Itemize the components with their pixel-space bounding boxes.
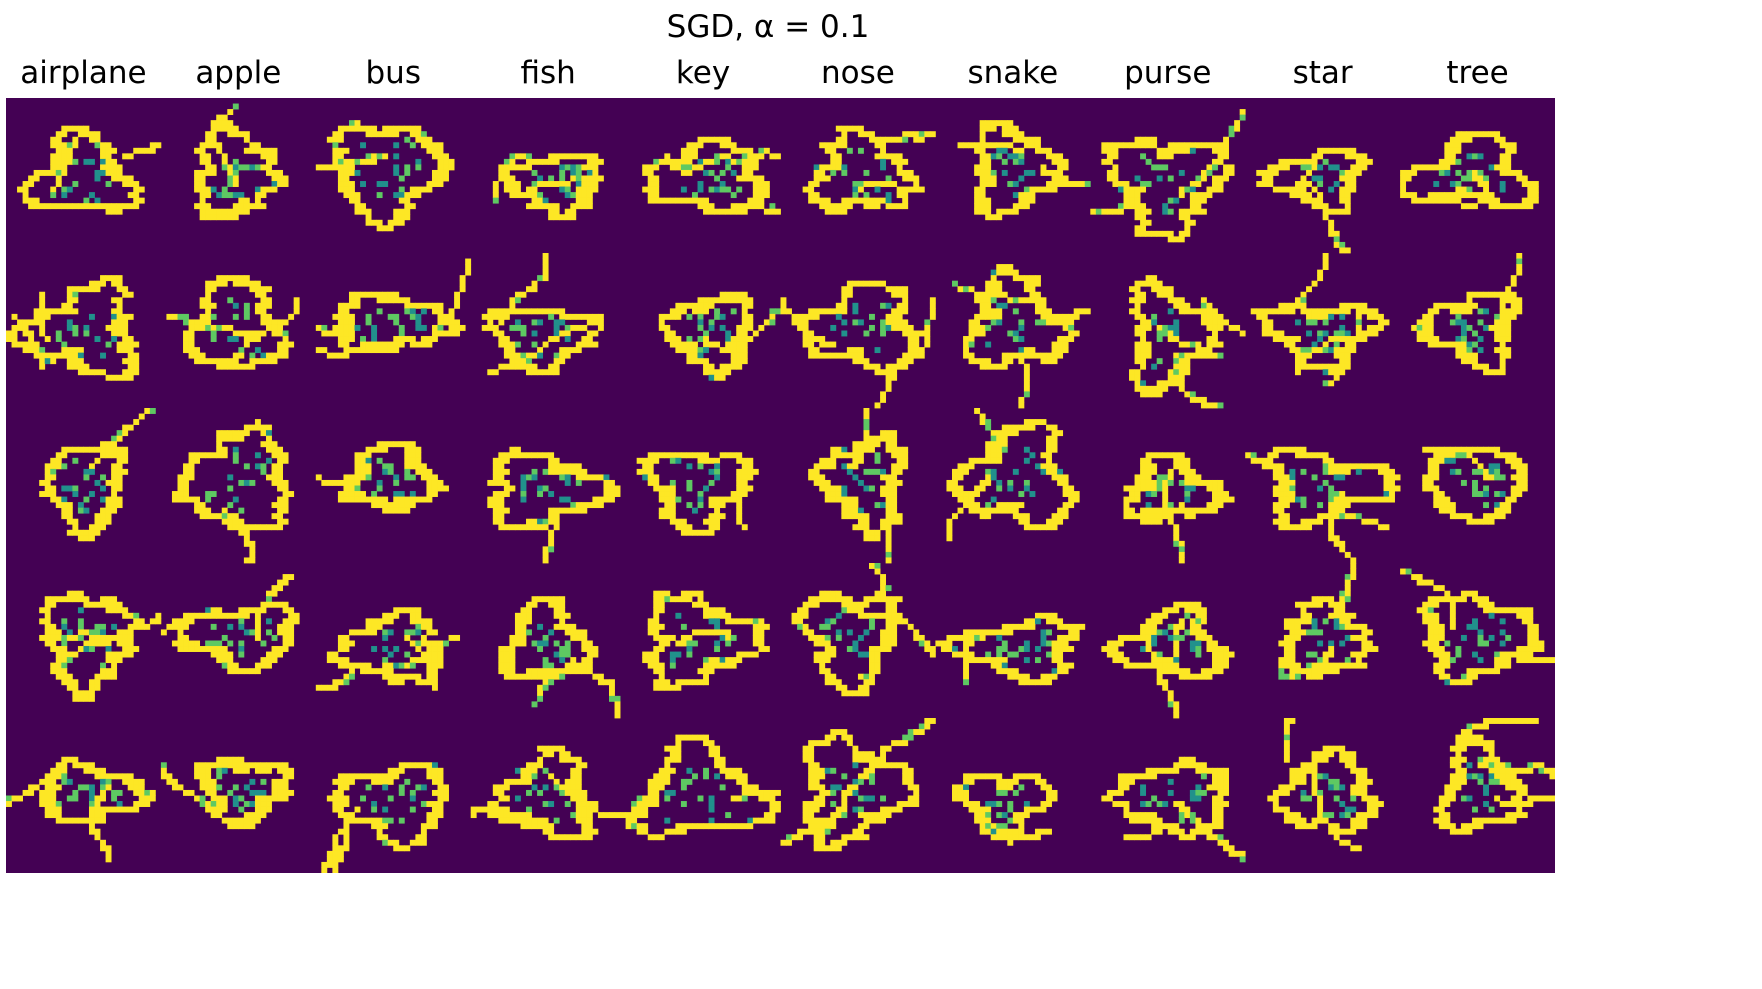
grid-background [6,98,1555,873]
sample-nose-2 [780,280,936,409]
sample-snake-4 [935,612,1086,686]
sample-apple-1 [194,103,289,221]
sample-tree-1 [1400,131,1539,210]
class-label-airplane: airplane [20,55,147,91]
sample-nose-4 [791,563,936,697]
sample-bus-4 [315,607,461,691]
sample-tree-2 [1411,253,1523,376]
sample-apple-5 [160,756,295,830]
sample-bus-3 [315,441,449,514]
generated-sample-grid [6,98,1555,873]
class-label-apple: apple [195,55,282,91]
class-label-snake: snake [967,55,1059,91]
class-label-key: key [675,55,731,91]
sample-nose-1 [802,125,936,215]
class-label-nose: nose [821,55,895,91]
class-label-fish: fish [520,55,576,91]
sample-apple-4 [160,574,300,675]
sample-star-2 [1250,253,1390,387]
class-label-bus: bus [365,55,421,91]
class-label-tree: tree [1446,55,1509,91]
sample-tree-5 [1433,718,1555,835]
sample-airplane-2 [6,275,140,381]
sample-purse-2 [1129,275,1246,409]
sample-airplane-4 [39,590,162,702]
class-label-star: star [1292,55,1353,91]
sample-key-3 [636,452,759,536]
sample-snake-5 [952,773,1058,846]
sample-star-5 [1267,718,1384,852]
sample-star-3 [1245,446,1401,564]
sample-nose-5 [780,718,936,852]
class-label-row: airplane apple bus fish key nose snake purse sta… [6,54,1555,96]
sample-purse-3 [1123,452,1235,564]
sample-key-4 [642,590,770,691]
sample-key-5 [625,734,781,841]
sample-snake-3 [946,408,1080,542]
sample-apple-3 [171,419,295,564]
sample-star-4 [1278,563,1379,680]
sample-star-1 [1256,147,1373,254]
sample-tree-4 [1400,568,1555,686]
sample-bus-5 [321,762,449,873]
sample-key-2 [658,291,781,381]
sample-bus-2 [315,258,472,359]
sample-snake-2 [952,264,1091,409]
sample-airplane-3 [39,408,156,542]
class-label-purse: purse [1124,55,1212,91]
sample-fish-5 [470,745,626,841]
sample-snake-1 [957,120,1091,221]
sample-purse-5 [1101,756,1246,863]
sample-airplane-5 [6,756,156,863]
sample-airplane-1 [17,125,162,215]
sample-bus-1 [315,120,455,232]
sample-fish-1 [492,153,604,221]
sample-purse-1 [1090,109,1246,243]
sample-fish-2 [481,253,604,376]
sample-fish-4 [498,596,621,719]
sample-fish-3 [487,446,621,564]
sample-nose-3 [808,408,909,564]
sample-tree-3 [1422,446,1528,525]
sample-apple-2 [166,275,300,370]
figure-title: SGD, α = 0.1 [666,9,870,45]
sample-purse-4 [1101,601,1235,719]
sample-key-1 [642,136,781,215]
